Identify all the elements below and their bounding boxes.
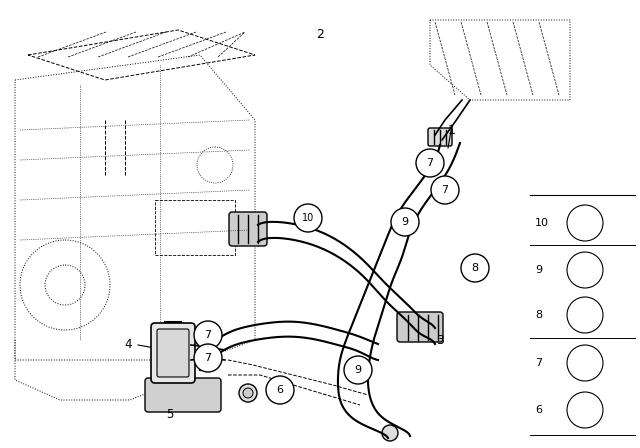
- Text: 3: 3: [436, 333, 444, 346]
- Text: 1: 1: [448, 124, 456, 137]
- FancyBboxPatch shape: [151, 323, 195, 383]
- Text: 9: 9: [401, 217, 408, 227]
- Text: 7: 7: [204, 330, 212, 340]
- FancyBboxPatch shape: [229, 212, 267, 246]
- Circle shape: [239, 384, 257, 402]
- Text: 6: 6: [535, 405, 542, 415]
- Text: 8: 8: [535, 310, 542, 320]
- Circle shape: [416, 149, 444, 177]
- Text: 8: 8: [472, 263, 479, 273]
- Text: 7: 7: [535, 358, 542, 368]
- FancyBboxPatch shape: [428, 128, 452, 146]
- Text: 9: 9: [535, 265, 542, 275]
- Circle shape: [294, 204, 322, 232]
- Text: 10: 10: [302, 213, 314, 223]
- FancyBboxPatch shape: [157, 329, 189, 377]
- Text: 6: 6: [276, 385, 284, 395]
- Circle shape: [431, 176, 459, 204]
- Circle shape: [194, 344, 222, 372]
- Circle shape: [266, 376, 294, 404]
- Text: 5: 5: [166, 409, 173, 422]
- Circle shape: [461, 254, 489, 282]
- FancyBboxPatch shape: [397, 312, 443, 342]
- Text: 2: 2: [316, 29, 324, 42]
- FancyBboxPatch shape: [145, 378, 221, 412]
- Circle shape: [382, 425, 398, 441]
- Circle shape: [243, 388, 253, 398]
- Circle shape: [194, 321, 222, 349]
- Text: 7: 7: [426, 158, 433, 168]
- Text: 7: 7: [442, 185, 449, 195]
- Text: 7: 7: [204, 353, 212, 363]
- Circle shape: [344, 356, 372, 384]
- Text: 9: 9: [355, 365, 362, 375]
- Text: 4: 4: [124, 339, 132, 352]
- Circle shape: [391, 208, 419, 236]
- Text: 10: 10: [535, 218, 549, 228]
